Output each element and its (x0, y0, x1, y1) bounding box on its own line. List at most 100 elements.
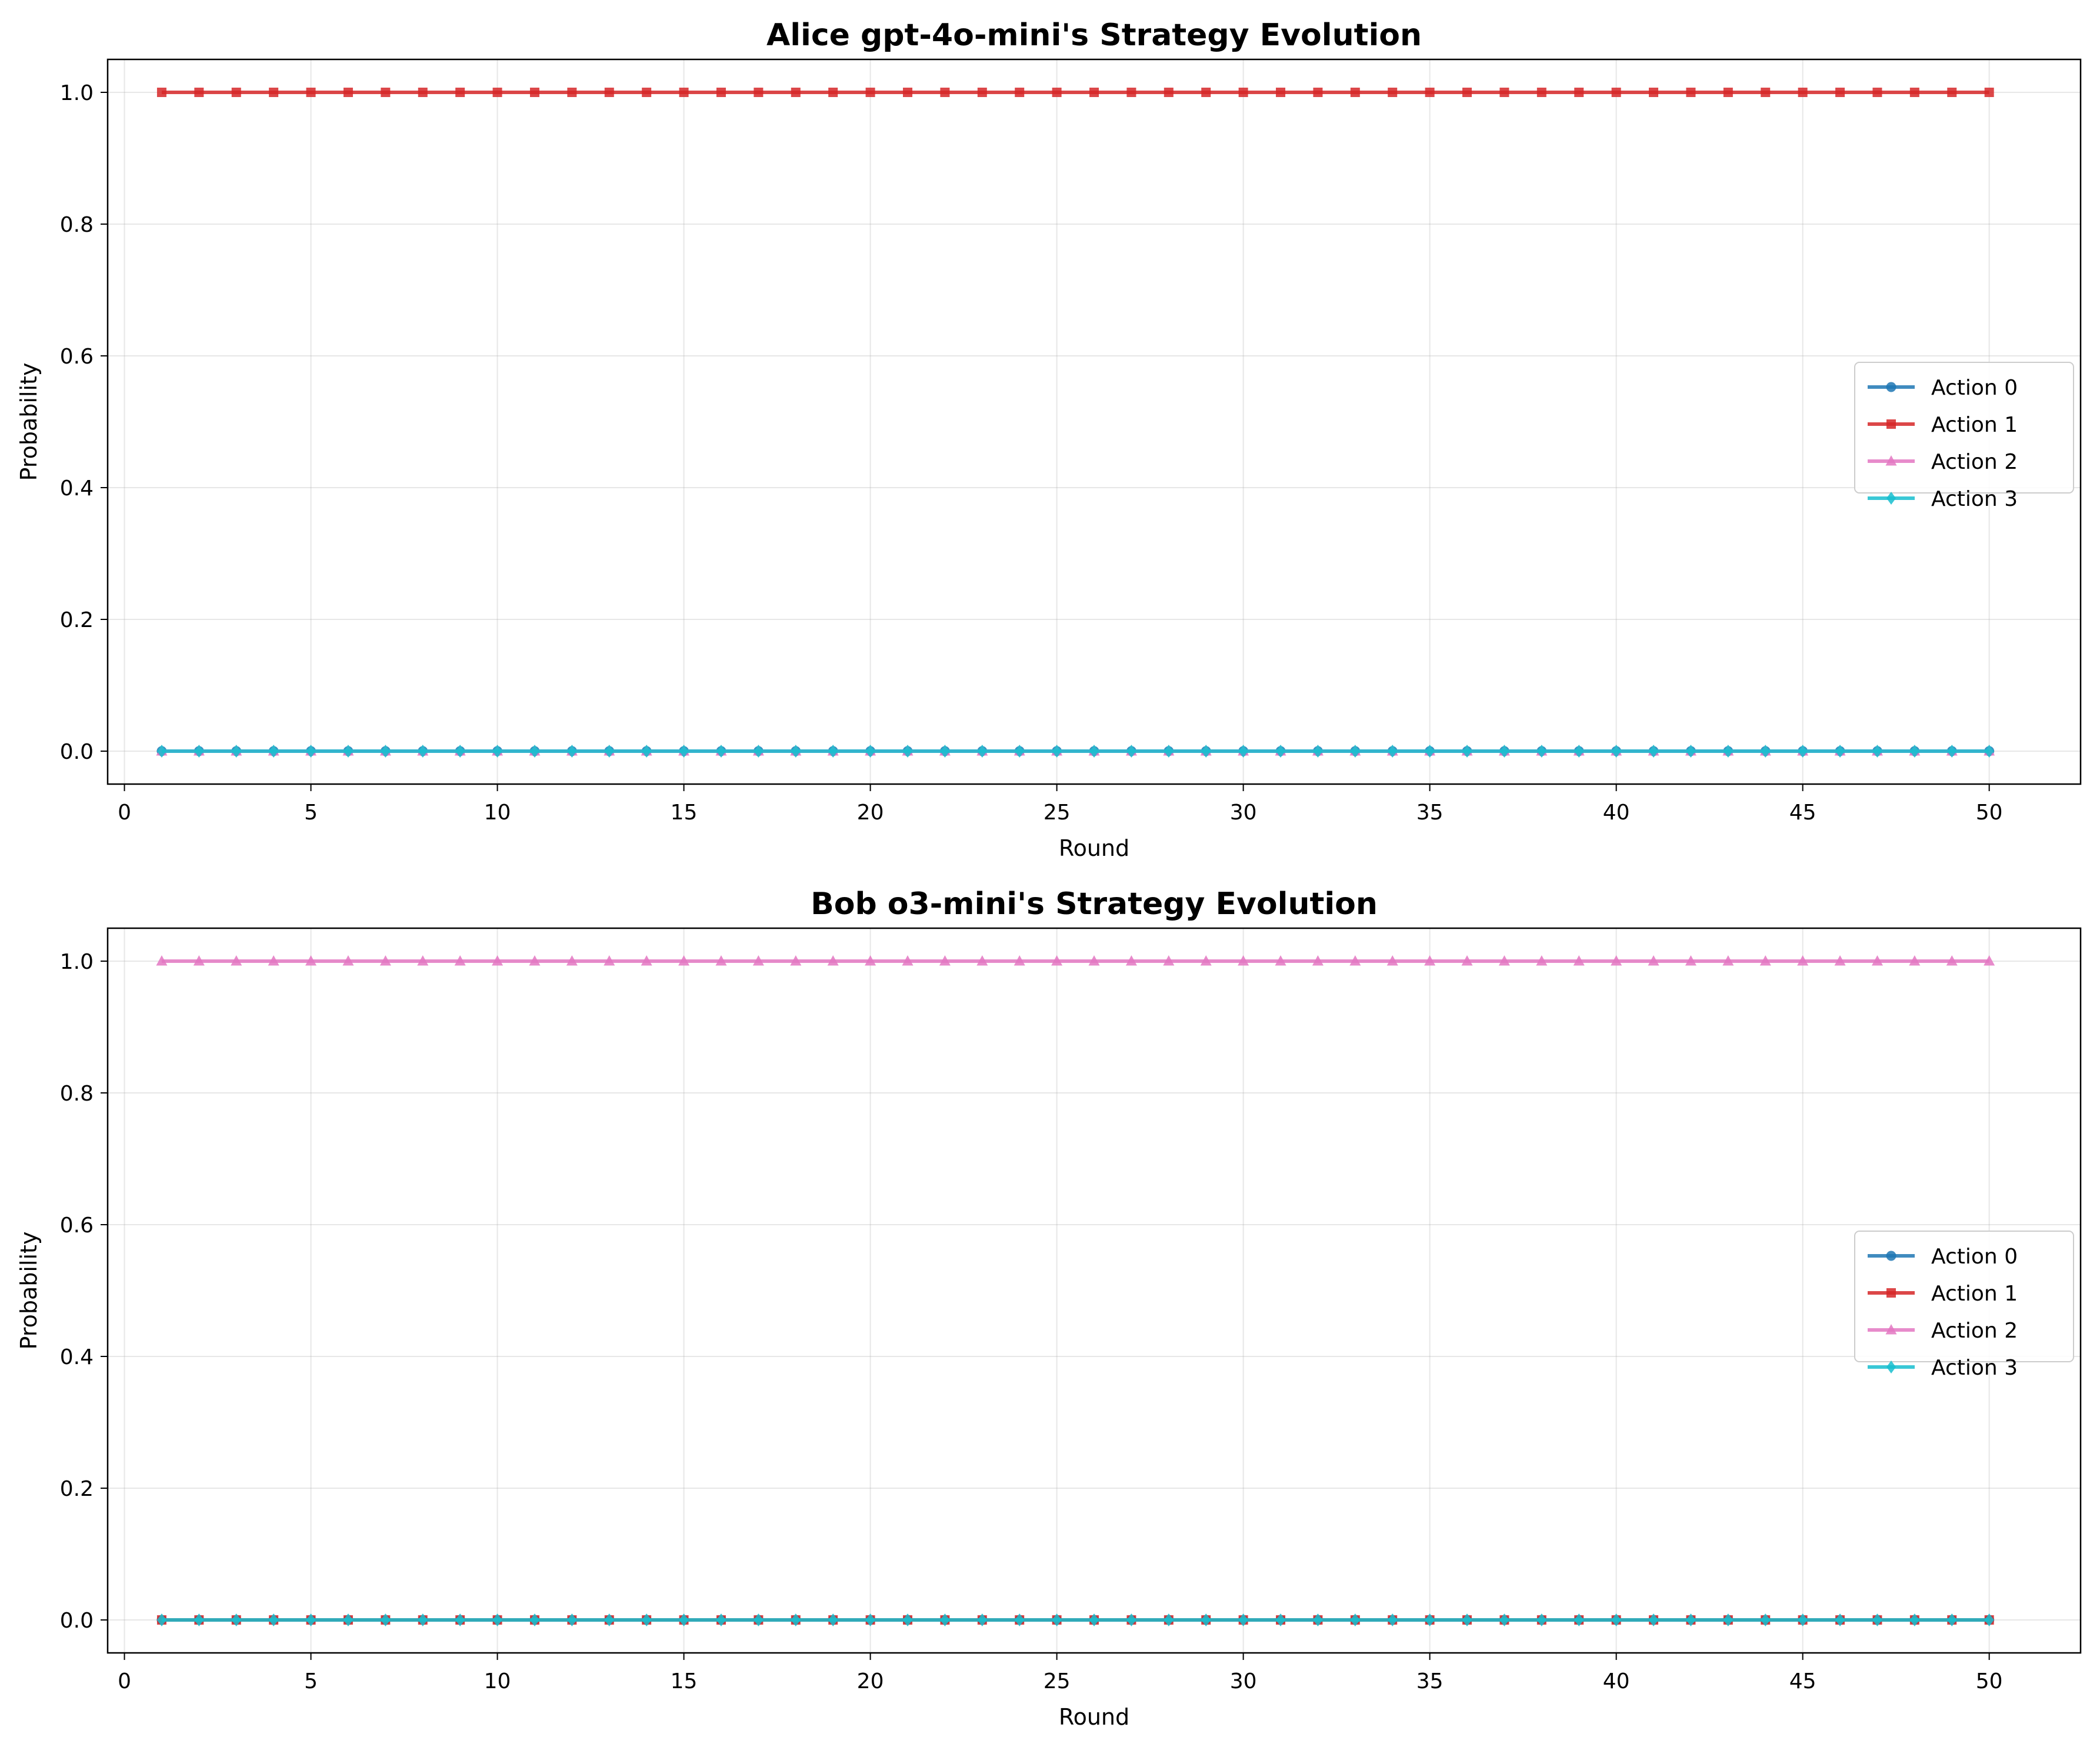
data-point (231, 745, 241, 758)
data-point (1909, 1613, 1919, 1626)
data-point (1947, 88, 1957, 97)
data-point (306, 745, 316, 758)
chart-panel-1: Bob o3-mini's Strategy Evolution 0 5 10 15 20… (16, 886, 2082, 1730)
data-point (716, 88, 726, 97)
data-point (752, 955, 764, 966)
y-tick-label: 0.2 (60, 608, 94, 632)
data-point (454, 955, 466, 966)
data-point (1797, 955, 1809, 966)
data-point (642, 745, 652, 758)
data-point (791, 1613, 801, 1626)
data-point (194, 745, 204, 758)
data-point (1462, 745, 1472, 758)
data-point (977, 745, 987, 758)
data-point (1611, 745, 1621, 758)
data-point (269, 1613, 279, 1626)
data-point (492, 745, 502, 758)
x-tick-label: 20 (857, 1669, 884, 1693)
data-point (1200, 955, 1212, 966)
legend-marker-icon (1886, 1288, 1896, 1298)
data-point (492, 88, 502, 97)
data-point (1424, 955, 1436, 966)
data-point (940, 1613, 950, 1626)
data-point (1835, 88, 1845, 97)
data-point (604, 88, 614, 97)
data-point (1164, 1613, 1174, 1626)
data-point (1088, 955, 1100, 966)
x-tick-label: 50 (1976, 801, 2003, 825)
plot-frame (106, 58, 2082, 785)
data-point (1686, 1613, 1696, 1626)
data-point (1089, 88, 1099, 97)
data-point (1201, 88, 1211, 97)
y-tick-label: 0.2 (60, 1477, 94, 1501)
legend-marker-icon (1885, 1324, 1897, 1335)
data-point (529, 745, 539, 758)
data-point (865, 955, 876, 966)
data-point (1238, 745, 1248, 758)
data-point (1498, 955, 1510, 966)
data-point (828, 1613, 838, 1626)
data-point (156, 955, 168, 966)
y-tick-label: 0.4 (60, 1345, 94, 1369)
data-point (1872, 88, 1882, 97)
data-point (269, 88, 279, 97)
data-point (529, 955, 541, 966)
data-point (716, 1613, 726, 1626)
data-point (1089, 745, 1099, 758)
x-tick-label: 50 (1976, 1669, 2003, 1693)
data-point (1723, 88, 1733, 97)
legend-marker-icon (1886, 1251, 1896, 1261)
data-point (1536, 88, 1546, 97)
x-tick-label: 40 (1603, 801, 1630, 825)
data-point (1425, 88, 1435, 97)
y-tick-label: 0.4 (60, 476, 94, 501)
data-point (1723, 1613, 1733, 1626)
legend-item: Action 0 (1868, 1245, 2018, 1269)
data-point (381, 745, 391, 758)
data-point (790, 955, 802, 966)
chart-title: Bob o3-mini's Strategy Evolution (811, 886, 1378, 922)
x-tick-label: 45 (1789, 1669, 1816, 1693)
x-tick-label: 0 (118, 1669, 131, 1693)
y-tick-label: 0.0 (60, 740, 94, 764)
data-point (1686, 88, 1696, 97)
data-point (567, 1613, 577, 1626)
data-point (641, 955, 652, 966)
data-point (1536, 1613, 1546, 1626)
x-tick-label: 15 (671, 801, 698, 825)
data-point (1611, 88, 1621, 97)
data-point (194, 1613, 204, 1626)
data-point (379, 955, 391, 966)
legend-item: Action 2 (1868, 1319, 2018, 1343)
data-point (679, 88, 689, 97)
data-point (455, 1613, 465, 1626)
legend-label: Action 2 (1931, 1319, 2018, 1343)
legend-item: Action 3 (1868, 487, 2018, 511)
data-point (1276, 745, 1286, 758)
x-tick-label: 45 (1789, 801, 1816, 825)
data-point (194, 88, 204, 97)
y-tick-label: 0.8 (60, 213, 94, 237)
data-point (1052, 745, 1062, 758)
legend: Action 0 Action 1 Action 2 Action 3 (1854, 1231, 2074, 1380)
series-action-2 (156, 955, 1995, 966)
data-point (1201, 745, 1211, 758)
data-point (418, 1613, 428, 1626)
data-point (678, 955, 690, 966)
legend-label: Action 3 (1931, 1356, 2018, 1380)
data-point (1798, 1613, 1808, 1626)
y-tick-label: 1.0 (60, 950, 94, 974)
legend-marker-icon (1886, 492, 1896, 505)
data-point (1798, 88, 1808, 97)
data-point (1386, 955, 1398, 966)
legend-label: Action 2 (1931, 450, 2018, 474)
legend: Action 0 Action 1 Action 2 Action 3 (1854, 362, 2074, 511)
data-point (1984, 1613, 1994, 1626)
data-point (418, 745, 428, 758)
data-point (1946, 955, 1958, 966)
data-point (156, 745, 166, 758)
data-point (1761, 1613, 1771, 1626)
data-point (1835, 745, 1845, 758)
